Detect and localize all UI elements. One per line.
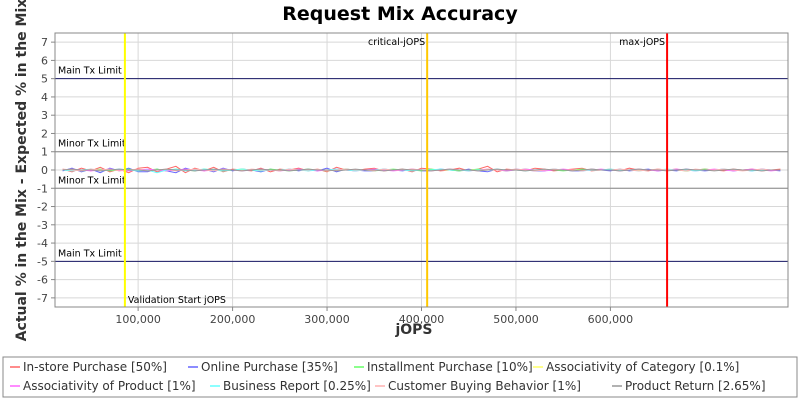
legend-label: Associativity of Product [1%] [23,379,196,393]
legend-label: Product Return [2.65%] [625,379,766,393]
y-tick-label: -3 [37,219,48,232]
limit-line-label: Main Tx Limit [58,248,122,259]
y-tick-label: 4 [41,91,48,104]
x-axis-label: jOPS [394,322,432,338]
y-tick-label: -5 [37,255,48,268]
limit-line-label: Minor Tx Limit [58,175,126,186]
legend-label: Business Report [0.25%] [223,379,371,393]
y-tick-label: -4 [37,237,48,250]
limit-line-label: Minor Tx Limit [58,139,126,150]
marker-label: critical-jOPS [368,37,425,48]
chart-title: Request Mix Accuracy [282,3,518,25]
x-tick-label: 400,000 [399,313,445,326]
y-axis-label: Actual % in the Mix - Expected % in the … [14,0,30,341]
legend-box [2,356,798,398]
legend-label: In-store Purchase [50%] [23,360,167,374]
x-tick-label: 200,000 [210,313,256,326]
legend-label: Installment Purchase [10%] [367,360,533,374]
y-tick-label: -6 [37,274,48,287]
x-tick-label: 600,000 [588,313,634,326]
legend-label: Online Purchase [35%] [201,360,338,374]
x-tick-label: 300,000 [304,313,350,326]
marker-label: Validation Start jOPS [128,295,226,306]
plot-area: Main Tx Limit Minor Tx Limit Minor Tx Limi… [37,32,789,326]
y-tick-label: 0 [41,164,48,177]
y-tick-label: -2 [37,201,48,214]
y-tick-label: 7 [41,36,48,49]
y-tick-label: 6 [41,54,48,67]
x-tick-label: 100,000 [115,313,161,326]
limit-line-label: Main Tx Limit [58,66,122,77]
y-tick-label: 3 [41,109,48,122]
y-tick-label: 1 [41,146,48,159]
x-tick-label: 500,000 [493,313,539,326]
legend: In-store Purchase [50%] Online Purchase [… [2,356,798,398]
series-line [62,168,781,172]
legend-label: Customer Buying Behavior [1%] [388,379,581,393]
y-tick-label: -7 [37,292,48,305]
legend-label: Associativity of Category [0.1%] [546,360,739,374]
y-tick-label: 5 [41,73,48,86]
y-tick-label: 2 [41,127,48,140]
marker-label: max-jOPS [619,37,665,48]
y-tick-label: -1 [37,182,48,195]
